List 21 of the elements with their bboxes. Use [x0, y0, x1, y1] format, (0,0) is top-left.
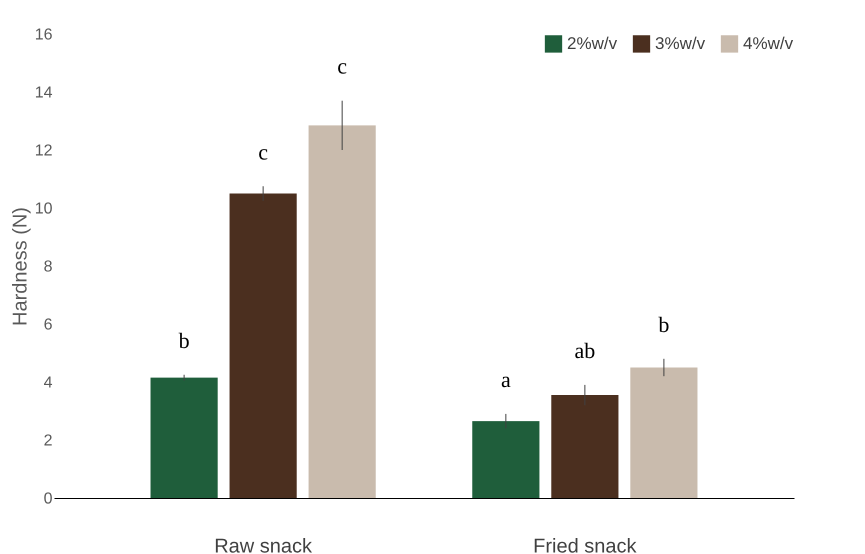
y-tick-label: 0	[44, 490, 53, 508]
y-tick-label: 16	[34, 26, 53, 44]
legend-label: 4%w/v	[743, 34, 794, 53]
y-tick-label: 6	[44, 316, 53, 334]
y-tick-label: 8	[44, 258, 53, 276]
y-axis-title: Hardness (N)	[10, 207, 32, 326]
y-tick-label: 14	[34, 84, 53, 102]
legend-label: 3%w/v	[655, 34, 706, 53]
annotation: c	[258, 139, 268, 164]
annotation: c	[337, 54, 348, 79]
annotation: a	[500, 366, 511, 392]
y-tick-label: 4	[44, 374, 53, 392]
x-tick-label: Raw snack	[214, 536, 314, 554]
annotation: b	[658, 312, 670, 337]
x-tick-label: Fried snack	[533, 536, 638, 554]
annotation: b	[178, 328, 190, 353]
y-tick-label: 10	[34, 200, 53, 218]
y-tick-label: 2	[44, 432, 53, 450]
y-tick-label: 12	[34, 142, 53, 160]
annotation: ab	[574, 338, 596, 363]
legend-label: 2%w/v	[567, 34, 618, 53]
